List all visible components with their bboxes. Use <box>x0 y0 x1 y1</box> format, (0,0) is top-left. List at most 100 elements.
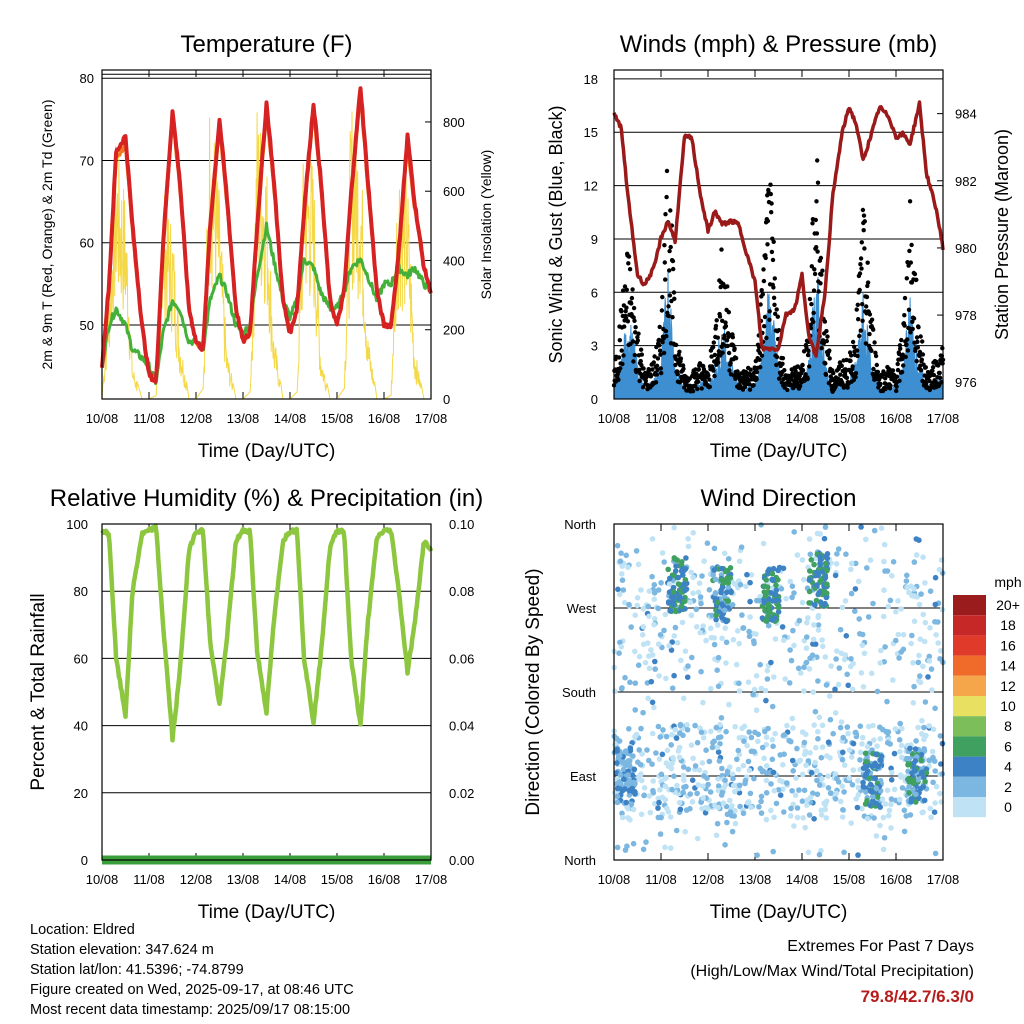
direction-point <box>913 552 920 558</box>
direction-point <box>615 586 621 593</box>
direction-point <box>717 734 724 740</box>
direction-point <box>917 636 924 642</box>
direction-point <box>903 578 910 584</box>
direction-point <box>755 738 761 745</box>
direction-point <box>904 572 910 579</box>
direction-point <box>673 735 680 741</box>
direction-point <box>811 722 817 728</box>
gust-point <box>904 276 909 281</box>
direction-point <box>721 580 727 586</box>
direction-point <box>871 527 878 534</box>
y-right-tick-label: 0 <box>443 392 450 407</box>
gust-point <box>667 293 673 298</box>
direction-point <box>828 663 834 669</box>
gust-point <box>624 287 629 292</box>
direction-point <box>896 655 902 661</box>
direction-point <box>806 536 813 542</box>
direction-point <box>632 733 638 740</box>
direction-point <box>625 805 631 812</box>
direction-point <box>819 744 826 750</box>
direction-point <box>650 778 656 784</box>
direction-point <box>852 608 858 614</box>
direction-point <box>652 658 658 665</box>
direction-point <box>784 780 790 786</box>
gust-point <box>919 357 924 362</box>
direction-point <box>632 648 638 655</box>
gust-point <box>803 372 808 377</box>
gust-point <box>807 364 812 369</box>
gust-point <box>914 358 919 364</box>
x-tick-label: 14/08 <box>786 411 819 426</box>
direction-point <box>822 600 828 607</box>
gust-point <box>719 247 724 252</box>
direction-point <box>649 761 655 767</box>
direction-point <box>635 759 641 765</box>
direction-point <box>715 783 722 789</box>
gust-point <box>827 348 832 353</box>
gust-point <box>681 366 686 371</box>
direction-point <box>712 576 719 583</box>
direction-point <box>626 777 633 784</box>
direction-point <box>737 803 743 810</box>
direction-point <box>859 631 866 638</box>
direction-point <box>824 567 830 574</box>
direction-point <box>622 762 628 769</box>
gust-point <box>664 194 669 200</box>
direction-point <box>805 849 812 856</box>
plot-frame <box>613 523 944 861</box>
direction-point <box>719 765 725 772</box>
gust-point <box>638 347 644 352</box>
direction-point <box>715 776 721 782</box>
direction-point <box>790 627 796 634</box>
direction-point <box>920 554 926 560</box>
direction-point <box>855 852 861 858</box>
direction-point <box>812 759 818 766</box>
direction-point <box>649 699 656 706</box>
direction-point <box>899 725 905 732</box>
direction-point <box>826 693 833 699</box>
gust-point <box>724 338 730 343</box>
gust-point <box>860 302 865 307</box>
gust-point <box>782 368 787 373</box>
direction-point <box>722 842 728 848</box>
direction-point <box>732 788 738 795</box>
direction-point <box>912 767 918 774</box>
x-tick-label: 12/08 <box>180 411 213 426</box>
direction-point <box>824 581 830 587</box>
y-right-tick-label: 978 <box>955 308 977 323</box>
direction-point <box>735 747 742 754</box>
x-tick-label: 12/08 <box>692 411 725 426</box>
gust-point <box>843 367 848 372</box>
direction-point <box>772 615 778 621</box>
direction-point <box>816 589 822 596</box>
extremes-value: 79.8/42.7/6.3/0 <box>860 987 974 1006</box>
direction-point <box>802 824 808 831</box>
direction-point <box>623 799 630 806</box>
station-info: Location: Eldred Station elevation: 347.… <box>30 920 354 1020</box>
direction-point <box>913 791 919 797</box>
x-axis-label: Time (Day/UTC) <box>198 902 336 923</box>
direction-point <box>810 689 816 695</box>
gust-point <box>663 277 668 282</box>
direction-point <box>794 814 801 821</box>
direction-point <box>912 758 919 764</box>
x-tick-label: 14/08 <box>274 411 307 426</box>
direction-point <box>848 820 854 826</box>
direction-point <box>841 789 847 795</box>
direction-point <box>803 659 810 666</box>
direction-point <box>640 709 646 716</box>
direction-point <box>647 809 654 816</box>
direction-point <box>684 722 690 728</box>
direction-point <box>614 746 620 753</box>
direction-point <box>773 582 779 589</box>
direction-point <box>843 633 850 639</box>
direction-point <box>789 788 795 794</box>
gust-point <box>762 314 768 320</box>
direction-point <box>801 787 808 794</box>
colorbar-swatch <box>953 756 986 777</box>
direction-point <box>838 719 845 725</box>
gust-point <box>768 191 773 197</box>
direction-point <box>913 738 919 744</box>
direction-point <box>695 782 702 788</box>
gust-point <box>894 384 899 389</box>
